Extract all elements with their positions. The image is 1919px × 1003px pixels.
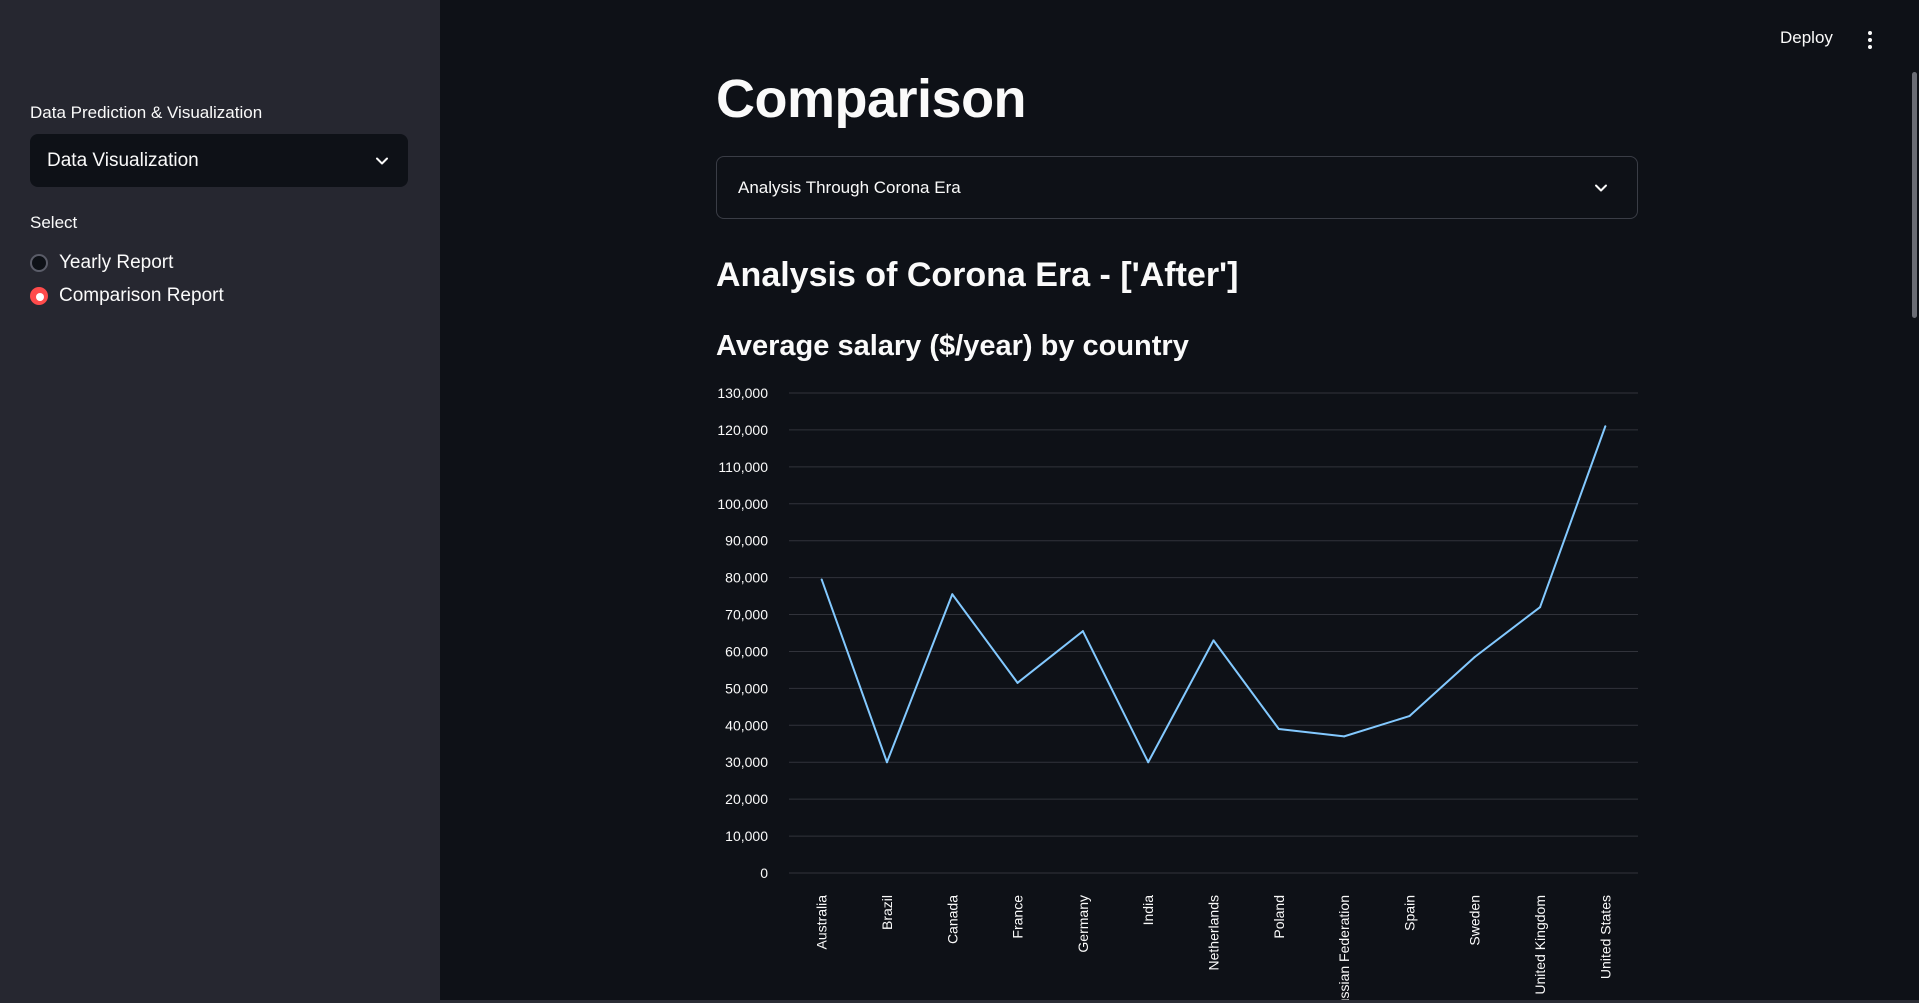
y-tick-label: 30,000 xyxy=(725,754,768,770)
series-line xyxy=(820,425,1607,764)
data-point xyxy=(1473,656,1476,658)
analysis-select[interactable]: Analysis Through Corona Era xyxy=(716,156,1638,219)
chevron-down-icon xyxy=(1595,184,1607,191)
chart-title: Average salary ($/year) by country xyxy=(716,330,1189,362)
data-point xyxy=(1343,735,1346,738)
mode-select-value: Data Visualization xyxy=(47,149,199,171)
bottom-border xyxy=(440,1000,1919,1003)
x-tick-label: Russian Federation xyxy=(1336,895,1352,1000)
y-tick-label: 120,000 xyxy=(717,422,768,438)
x-tick-label: Sweden xyxy=(1467,895,1483,946)
x-tick-label: Germany xyxy=(1075,895,1091,953)
y-tick-label: 50,000 xyxy=(725,680,768,696)
y-tick-label: 70,000 xyxy=(725,607,768,623)
data-point xyxy=(1147,761,1150,764)
x-tick-label: Brazil xyxy=(879,895,895,930)
x-tick-label: France xyxy=(1010,895,1026,939)
radio-checked-icon[interactable] xyxy=(30,287,48,305)
data-point xyxy=(1016,681,1019,684)
y-tick-label: 60,000 xyxy=(725,643,768,659)
y-tick-label: 100,000 xyxy=(717,496,768,512)
x-tick-label: Poland xyxy=(1271,895,1287,939)
scrollbar[interactable] xyxy=(1912,72,1917,318)
mode-select[interactable]: Data Visualization xyxy=(30,134,408,187)
data-point xyxy=(820,578,823,581)
data-point xyxy=(1539,606,1542,609)
x-tick-label: United Kingdom xyxy=(1532,895,1548,995)
data-point xyxy=(1212,639,1215,642)
deploy-button[interactable]: Deploy xyxy=(1780,28,1833,47)
data-point xyxy=(885,761,888,764)
section-subheader: Analysis of Corona Era - ['After'] xyxy=(716,256,1239,294)
x-tick-label: Australia xyxy=(814,895,830,950)
report-radio-label: Select xyxy=(30,213,78,232)
y-tick-label: 130,000 xyxy=(717,385,768,401)
data-point xyxy=(1277,728,1280,730)
page-title: Comparison xyxy=(716,69,1027,129)
x-tick-label: Canada xyxy=(944,895,960,944)
sidebar: Data Prediction & Visualization Data Vis… xyxy=(0,0,440,1003)
y-tick-label: 40,000 xyxy=(725,717,768,733)
analysis-select-value: Analysis Through Corona Era xyxy=(738,177,961,197)
y-tick-label: 0 xyxy=(760,865,768,881)
radio-option-yearly-report[interactable]: Yearly Report xyxy=(30,252,173,274)
radio-option-comparison-report[interactable]: Comparison Report xyxy=(30,285,224,307)
salary-line-chart: 0 10,000 20,000 30,000 40,000 50,000 60,000 70,… xyxy=(717,385,1638,1000)
y-tick-label: 80,000 xyxy=(725,570,768,586)
y-tick-label: 110,000 xyxy=(718,459,768,475)
x-tick-label: Spain xyxy=(1401,895,1417,931)
x-tick-label: India xyxy=(1140,895,1156,926)
radio-option-label: Yearly Report xyxy=(59,252,174,273)
kebab-menu-icon[interactable] xyxy=(1862,29,1878,51)
x-tick-label: United States xyxy=(1597,895,1613,979)
chevron-down-icon xyxy=(376,157,388,164)
data-point xyxy=(1081,630,1084,633)
mode-select-label: Data Prediction & Visualization xyxy=(30,103,263,122)
data-point xyxy=(1408,715,1411,718)
data-point xyxy=(1604,425,1607,428)
y-tick-label: 90,000 xyxy=(725,533,768,549)
data-point xyxy=(951,593,954,596)
x-tick-label: Netherlands xyxy=(1206,895,1222,971)
y-tick-label: 10,000 xyxy=(725,828,768,844)
radio-option-label: Comparison Report xyxy=(59,285,224,306)
y-tick-label: 20,000 xyxy=(725,791,768,807)
radio-unchecked-icon[interactable] xyxy=(30,254,48,272)
